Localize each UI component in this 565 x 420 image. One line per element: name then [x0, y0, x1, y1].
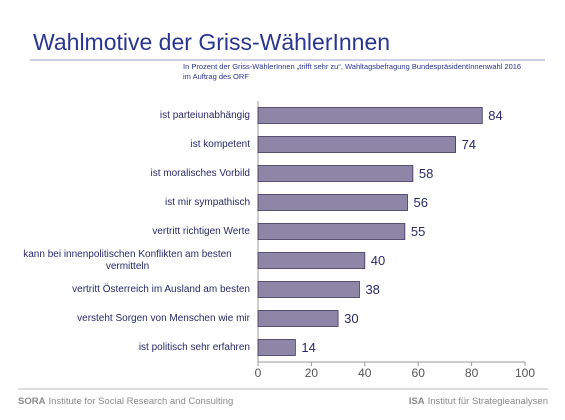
bar	[257, 136, 456, 153]
chart-title: Wahlmotive der Griss-WählerInnen	[33, 29, 390, 55]
value-label: 40	[371, 253, 385, 268]
bar	[257, 165, 414, 182]
subtitle: im Auftrag des ORF	[183, 72, 249, 81]
value-label: 74	[462, 137, 476, 152]
value-label: 58	[419, 166, 433, 181]
y-tick-label: vertritt Österreich im Ausland am besten	[72, 283, 250, 295]
footer-right-brand: ISA	[409, 396, 425, 407]
footer-right: ISA Institut für Strategieanalysen	[409, 396, 548, 407]
bar	[257, 252, 366, 269]
footer-left-text: Institute for Social Research and Consul…	[48, 396, 233, 407]
value-label: 30	[344, 311, 358, 326]
bar	[257, 310, 339, 327]
y-tick-label: ist politisch sehr erfahren	[138, 341, 250, 353]
bar	[257, 194, 408, 211]
subtitle: In Prozent der Griss-WählerInnen „trifft…	[183, 62, 521, 71]
bar	[257, 223, 406, 240]
x-tick-label: 60	[412, 366, 426, 380]
value-label: 56	[414, 195, 428, 210]
value-label: 84	[488, 108, 502, 123]
y-tick-label: ist moralisches Vorbild	[150, 167, 250, 179]
value-label: 14	[301, 340, 315, 355]
footer-right-text: Institut für Strategieanalysen	[428, 396, 548, 407]
x-tick-label: 0	[255, 366, 262, 380]
value-label: 55	[411, 224, 425, 239]
category-label-box: ist mir sympathisch	[5, 197, 250, 209]
y-tick-label: versteht Sorgen von Menschen wie mir	[77, 312, 250, 324]
value-label: 38	[365, 282, 379, 297]
bar	[257, 281, 360, 298]
category-label-box: vertritt Österreich im Ausland am besten	[5, 284, 250, 296]
y-tick-label: vertritt richtigen Werte	[152, 225, 250, 237]
category-label-box: vertritt richtigen Werte	[5, 226, 250, 238]
x-tick-label: 80	[465, 366, 479, 380]
x-tick-label: 20	[305, 366, 319, 380]
y-tick-label: ist mir sympathisch	[164, 196, 250, 208]
y-tick-label: kann bei innenpolitischen Konflikten am …	[23, 248, 232, 272]
y-tick-label: ist kompetent	[190, 138, 250, 150]
category-label-box: versteht Sorgen von Menschen wie mir	[5, 313, 250, 325]
footer-left-brand: SORA	[18, 396, 46, 407]
category-label-box: kann bei innenpolitischen Konflikten am …	[5, 249, 250, 273]
category-label-box: ist parteiunabhängig	[5, 110, 250, 122]
x-tick-label: 40	[358, 366, 372, 380]
category-label-box: ist kompetent	[5, 139, 250, 151]
bar	[257, 107, 483, 124]
category-label-box: ist moralisches Vorbild	[5, 168, 250, 180]
y-tick-label: ist parteiunabhängig	[159, 109, 250, 121]
bar	[257, 339, 296, 356]
footer-left: SORA Institute for Social Research and Co…	[18, 396, 233, 407]
x-tick-label: 100	[515, 366, 535, 380]
category-label-box: ist politisch sehr erfahren	[5, 342, 250, 354]
